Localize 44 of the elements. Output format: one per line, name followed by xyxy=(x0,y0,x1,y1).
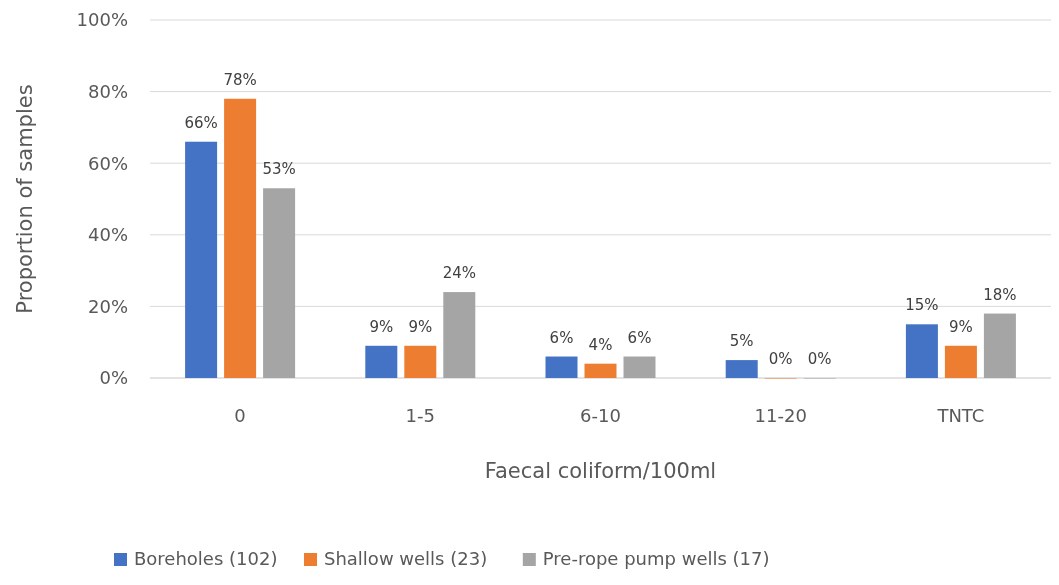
legend-label: Pre-rope pump wells (17) xyxy=(542,548,770,569)
bar xyxy=(443,292,476,378)
y-tick-label: 20% xyxy=(87,295,128,317)
x-tick-label: TNTC xyxy=(936,405,985,426)
bar xyxy=(224,98,257,378)
bar xyxy=(584,363,617,378)
bar xyxy=(545,356,578,378)
bar xyxy=(263,188,296,378)
data-label: 9% xyxy=(408,317,433,336)
x-tick-label: 6-10 xyxy=(580,405,621,426)
y-tick-label: 40% xyxy=(87,224,128,246)
bar xyxy=(983,313,1016,378)
bar xyxy=(725,360,758,378)
data-label: 9% xyxy=(949,317,973,336)
data-label: 66% xyxy=(184,113,218,132)
data-label: 0% xyxy=(768,350,793,368)
data-label: 9% xyxy=(369,317,394,336)
y-tick-label: 100% xyxy=(76,9,128,31)
data-label: 0% xyxy=(807,350,832,368)
data-label: 24% xyxy=(442,264,476,283)
bar xyxy=(365,345,398,378)
legend-label: Shallow wells (23) xyxy=(324,548,488,569)
legend-label: Boreholes (102) xyxy=(134,548,278,569)
data-label: 18% xyxy=(983,285,1017,304)
x-axis-title: Faecal coliform/100ml xyxy=(484,459,717,483)
data-label: 15% xyxy=(905,296,939,315)
data-label: 53% xyxy=(262,160,296,179)
y-tick-label: 80% xyxy=(87,80,128,102)
bar xyxy=(905,324,938,378)
bar xyxy=(623,356,656,378)
data-label: 78% xyxy=(223,70,257,89)
y-tick-label: 60% xyxy=(87,152,128,174)
x-tick-label: 11-20 xyxy=(754,405,807,426)
bar xyxy=(185,141,218,378)
bar xyxy=(404,345,437,378)
data-label: 5% xyxy=(729,332,754,351)
y-tick-label: 0% xyxy=(99,367,128,389)
data-label: 4% xyxy=(588,335,613,354)
x-tick-label: 0 xyxy=(234,405,246,426)
bar xyxy=(944,345,977,378)
data-label: 6% xyxy=(627,328,652,347)
x-tick-label: 1-5 xyxy=(405,405,435,426)
data-label: 6% xyxy=(549,328,574,347)
y-axis-title: Proportion of samples xyxy=(13,84,37,314)
